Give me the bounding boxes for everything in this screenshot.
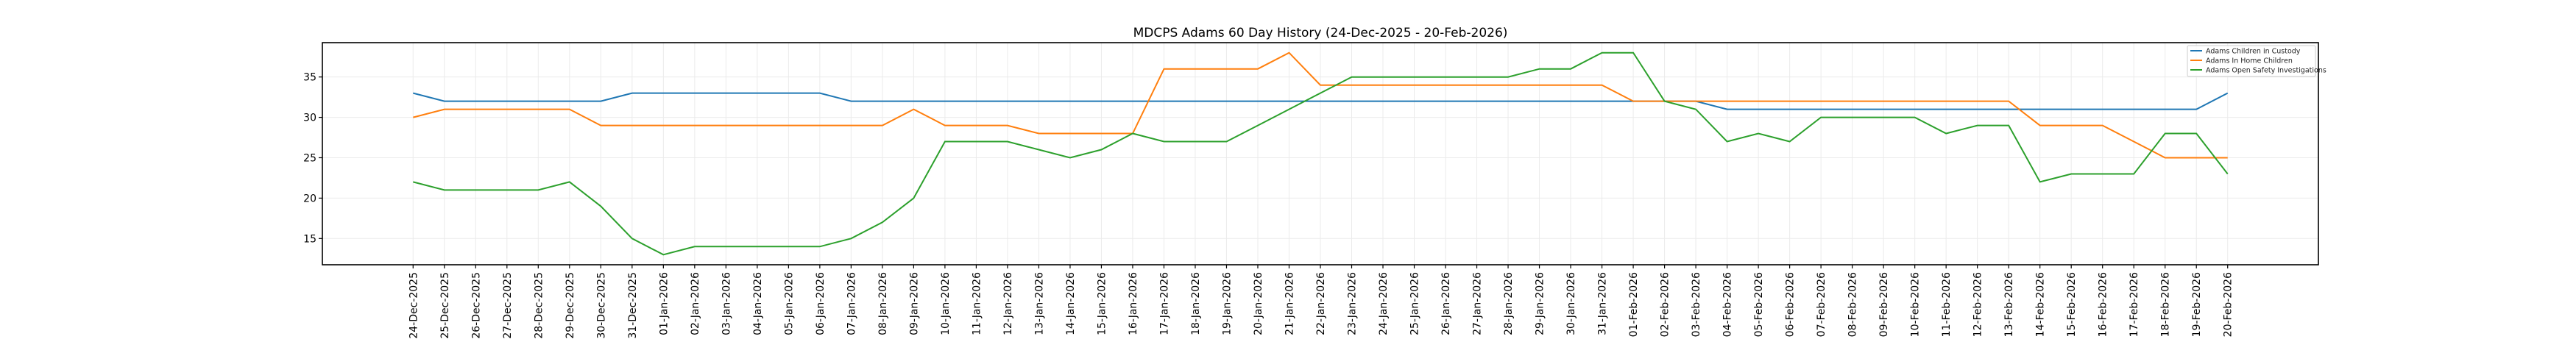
- x-tick-label: 25-Jan-2026: [1409, 272, 1421, 335]
- x-tick-label: 07-Jan-2026: [846, 272, 857, 335]
- y-tick-label: 35: [303, 72, 316, 84]
- x-tick-label: 16-Feb-2026: [2098, 272, 2109, 337]
- x-tick-label: 23-Jan-2026: [1347, 272, 1359, 335]
- x-tick-label: 27-Jan-2026: [1472, 272, 1484, 335]
- x-tick-label: 08-Jan-2026: [877, 272, 889, 335]
- x-tick-label: 26-Jan-2026: [1440, 272, 1452, 335]
- x-tick-label: 15-Feb-2026: [2066, 272, 2078, 337]
- x-tick-label: 28-Jan-2026: [1503, 272, 1515, 335]
- x-tick-label: 14-Feb-2026: [2035, 272, 2047, 337]
- x-tick-label: 10-Jan-2026: [940, 272, 952, 335]
- y-tick-label: 20: [303, 193, 316, 204]
- x-tick-label: 09-Jan-2026: [908, 272, 920, 335]
- x-tick-label: 11-Jan-2026: [971, 272, 983, 335]
- x-tick-label: 12-Feb-2026: [1972, 272, 1984, 337]
- x-tick-label: 20-Jan-2026: [1253, 272, 1264, 335]
- x-tick-label: 03-Feb-2026: [1691, 272, 1702, 337]
- x-tick-label: 10-Feb-2026: [1910, 272, 1922, 337]
- x-tick-label: 29-Dec-2025: [565, 272, 576, 339]
- series-line-2: [413, 51, 2229, 256]
- x-tick-label: 01-Jan-2026: [658, 272, 670, 335]
- legend-label: Adams Children in Custody: [2206, 48, 2301, 56]
- x-tick-label: 17-Jan-2026: [1158, 272, 1170, 335]
- x-tick-label: 28-Dec-2025: [533, 272, 545, 339]
- chart-title: MDCPS Adams 60 Day History (24-Dec-2025 …: [1133, 26, 1508, 40]
- x-tick-label: 29-Jan-2026: [1535, 272, 1546, 335]
- x-tick-label: 08-Feb-2026: [1847, 272, 1859, 337]
- x-tick-label: 14-Jan-2026: [1065, 272, 1077, 335]
- y-tick-label: 15: [303, 233, 316, 245]
- legend-label: Adams Open Safety Investigations: [2206, 67, 2326, 75]
- x-tick-label: 02-Jan-2026: [690, 272, 701, 335]
- y-tick-label: 25: [303, 152, 316, 164]
- x-tick-label: 09-Feb-2026: [1878, 272, 1890, 337]
- grid: [322, 43, 2318, 265]
- legend-label: Adams In Home Children: [2206, 57, 2293, 65]
- series-lines: [413, 51, 2229, 256]
- series-line-1: [413, 51, 2228, 159]
- x-tick-label: 30-Dec-2025: [595, 272, 607, 339]
- y-axis: 15 20 25 30 35: [303, 72, 322, 245]
- x-tick-label: 31-Dec-2025: [627, 272, 639, 339]
- x-tick-label: 30-Jan-2026: [1565, 272, 1577, 335]
- x-tick-label: 24-Dec-2025: [408, 272, 420, 339]
- x-tick-label: 15-Jan-2026: [1096, 272, 1108, 335]
- x-tick-label: 04-Feb-2026: [1722, 272, 1734, 337]
- x-tick-label: 22-Jan-2026: [1315, 272, 1327, 335]
- x-tick-label: 03-Jan-2026: [721, 272, 732, 335]
- x-tick-label: 13-Feb-2026: [2003, 272, 2015, 337]
- x-tick-label: 11-Feb-2026: [1941, 272, 1953, 337]
- x-tick-label: 18-Jan-2026: [1190, 272, 1202, 335]
- x-tick-label: 19-Jan-2026: [1221, 272, 1233, 335]
- x-tick-label: 02-Feb-2026: [1660, 272, 1671, 337]
- x-tick-label: 21-Jan-2026: [1284, 272, 1295, 335]
- x-tick-label: 18-Feb-2026: [2160, 272, 2172, 337]
- x-tick-label: 17-Feb-2026: [2129, 272, 2140, 337]
- x-tick-label: 13-Jan-2026: [1033, 272, 1045, 335]
- x-tick-label: 25-Dec-2025: [439, 272, 451, 339]
- y-tick-label: 30: [303, 113, 316, 124]
- x-tick-label: 04-Jan-2026: [752, 272, 764, 335]
- x-tick-label: 12-Jan-2026: [1002, 272, 1014, 335]
- x-tick-label: 06-Jan-2026: [815, 272, 827, 335]
- x-tick-label: 19-Feb-2026: [2191, 272, 2203, 337]
- x-tick-label: 05-Feb-2026: [1753, 272, 1765, 337]
- x-tick-label: 31-Jan-2026: [1597, 272, 1609, 335]
- x-tick-label: 24-Jan-2026: [1378, 272, 1390, 335]
- x-tick-label: 27-Dec-2025: [502, 272, 514, 339]
- legend-box: [2187, 45, 2316, 77]
- x-tick-label: 05-Jan-2026: [783, 272, 795, 335]
- x-axis: 24-Dec-2025 25-Dec-2025 26-Dec-2025 27-Dec-…: [408, 265, 2234, 339]
- x-tick-label: 26-Dec-2025: [470, 272, 482, 339]
- series-line-0: [413, 92, 2229, 110]
- x-tick-label: 01-Feb-2026: [1628, 272, 1640, 337]
- x-tick-label: 20-Feb-2026: [2223, 272, 2234, 337]
- x-tick-label: 06-Feb-2026: [1785, 272, 1797, 337]
- x-tick-label: 07-Feb-2026: [1816, 272, 1827, 337]
- x-tick-label: 16-Jan-2026: [1128, 272, 1139, 335]
